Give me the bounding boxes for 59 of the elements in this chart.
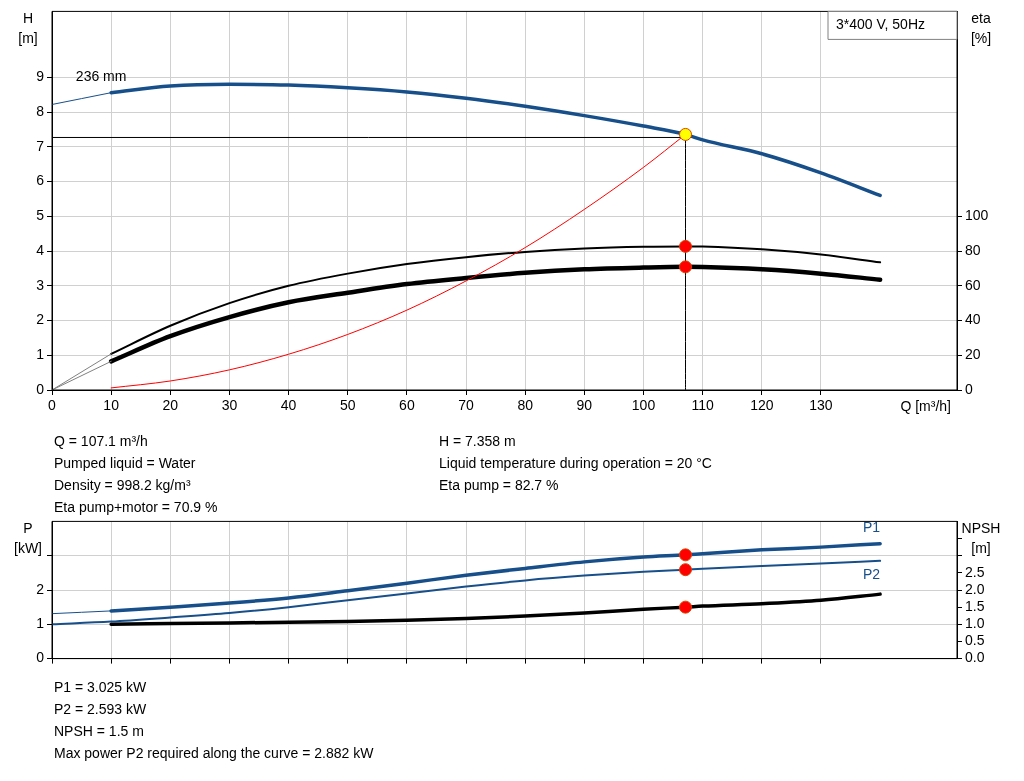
x-tick-label: 60 [399,397,415,414]
x-tick-label: 40 [280,397,297,414]
y-tick-label: 8 [36,102,45,119]
x-tick-label: 70 [458,397,475,414]
x-tick-label: 130 [809,397,833,414]
y-tick-label: 0 [36,380,45,397]
x-tick-label: 110 [691,397,715,414]
y-tick-label: 1 [36,615,45,632]
y-tick-label: 4 [36,241,45,258]
y2-tick-label: 1.5 [965,598,985,615]
y2-tick-label: 2.5 [965,563,985,580]
y2-axis-title: eta [%] [970,10,992,47]
series-label: P2 [862,565,881,582]
y-tick-label: 7 [36,137,45,154]
text: Eta pump+motor = 70.9 % [54,498,219,517]
text: H = 7.358 m [439,432,517,451]
y-tick-label: 2 [36,311,45,328]
text: Density = 998.2 kg/m³ [54,476,192,495]
y-tick-label: 2 [36,580,45,597]
text: Liquid temperature during operation = 20 °C [439,454,713,473]
x-tick-label: 20 [162,397,179,414]
y-tick-label: 0 [36,649,45,666]
y2-axis-title: NPSH [m] [961,520,1001,557]
y2-tick-label: 80 [965,241,981,258]
y2-tick-label: 20 [965,346,981,363]
x-tick-label: 120 [750,397,774,414]
series-label: P1 [862,518,881,535]
text: P2 = 2.593 kW [54,700,148,719]
series-label: 236 mm [75,67,127,84]
text: NPSH = 1.5 m [54,722,145,741]
text: Q = 107.1 m³/h [54,432,149,451]
text: Eta pump = 82.7 % [439,476,560,495]
y-tick-label: 1 [36,346,45,363]
y-tick-label: 6 [36,172,45,189]
y-tick-label: 3 [36,276,45,293]
y2-tick-label: 60 [965,276,981,293]
y2-tick-label: 0.5 [965,632,985,649]
y2-tick-label: 40 [965,311,981,328]
x-tick-label: 90 [576,397,593,414]
y2-tick-label: 1.0 [965,615,985,632]
x-tick-label: 50 [339,397,356,414]
y-tick-label: 9 [36,68,45,85]
y-axis-title: P [kW] [14,520,42,557]
y2-tick-label: 2.0 [965,580,985,597]
text: Max power P2 required along the curve = 2.882 kW [54,744,375,763]
y2-tick-label: 0 [965,380,973,397]
y-axis-title: H [m] [18,10,38,47]
x-tick-label: 10 [103,397,120,414]
y2-tick-label: 0.0 [965,649,985,666]
y-tick-label: 5 [36,207,45,224]
y2-tick-label: 100 [965,207,989,224]
text: P1 = 3.025 kW [54,678,148,697]
x-axis-title: Q [m³/h] [900,397,951,414]
x-tick-label: 30 [221,397,238,414]
x-tick-label: 100 [631,397,656,414]
chart-title: 3*400 V, 50Hz [836,16,925,33]
text: Pumped liquid = Water [54,454,197,473]
x-tick-label: 80 [517,397,534,414]
x-tick-label: 0 [48,397,57,414]
